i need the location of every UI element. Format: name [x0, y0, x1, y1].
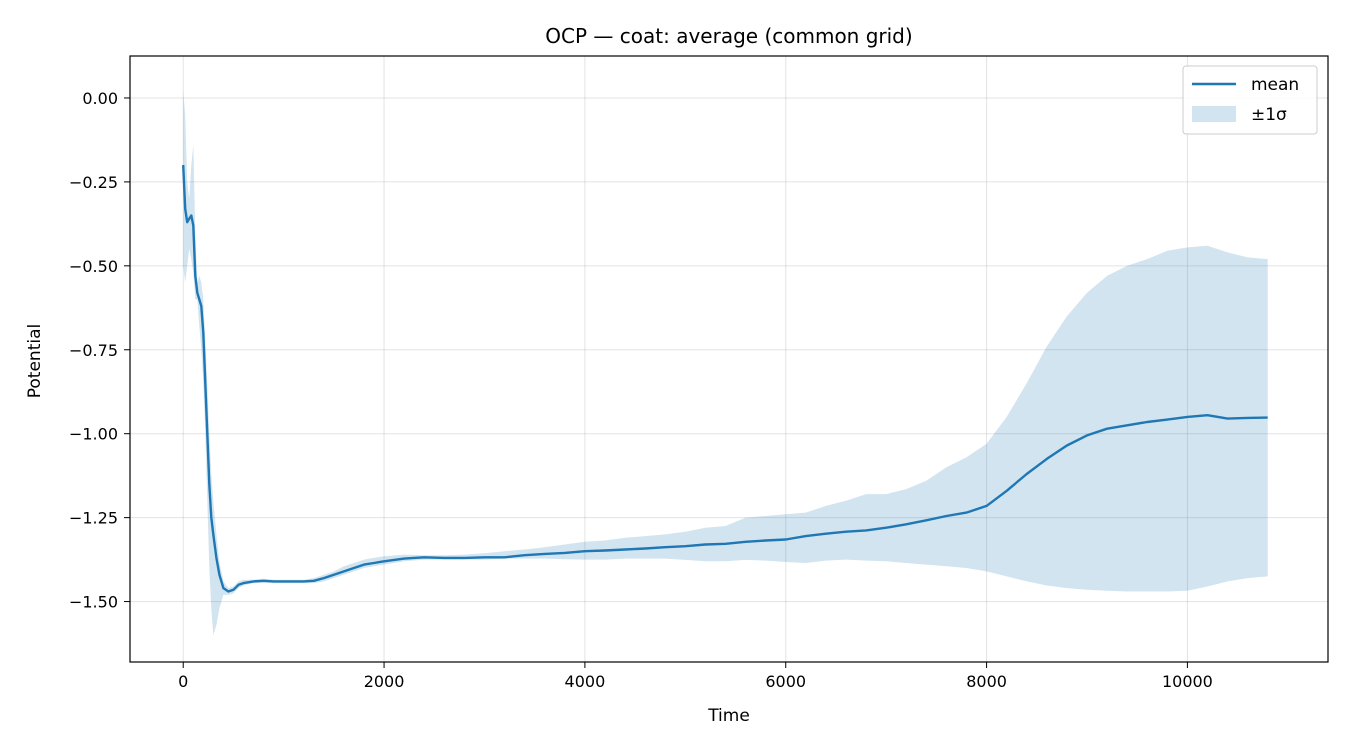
- legend: mean ±1σ: [1182, 65, 1318, 135]
- y-tick-label: −0.75: [69, 341, 118, 360]
- x-axis-label: Time: [707, 706, 750, 726]
- legend-band-label: ±1σ: [1251, 105, 1287, 125]
- grid-lines: [130, 56, 1328, 662]
- x-tick-label: 8000: [966, 672, 1007, 691]
- mean-line: [182, 165, 1268, 593]
- y-tick-label: −1.50: [69, 593, 118, 612]
- legend-mean-label: mean: [1251, 75, 1299, 95]
- chart-title: OCP — coat: average (common grid): [545, 24, 912, 48]
- y-tick-label: 0.00: [82, 89, 118, 108]
- x-axis-ticks: 0 2000 4000 6000 8000 10000: [178, 662, 1213, 691]
- y-axis-label: Potential: [25, 324, 45, 398]
- x-tick-label: 2000: [364, 672, 405, 691]
- line-layer: [182, 165, 1268, 593]
- x-tick-label: 6000: [765, 672, 806, 691]
- y-tick-label: −0.25: [69, 173, 118, 192]
- y-tick-label: −0.50: [69, 257, 118, 276]
- x-tick-label: 4000: [565, 672, 606, 691]
- plot-frame: [129, 55, 1329, 663]
- legend-band-swatch: [1192, 106, 1236, 122]
- x-tick-label: 0: [178, 672, 188, 691]
- y-tick-label: −1.25: [69, 509, 118, 528]
- y-axis-ticks: 0.00 −0.25 −0.50 −0.75 −1.00 −1.25 −1.50: [69, 89, 130, 612]
- y-tick-label: −1.00: [69, 425, 118, 444]
- x-tick-label: 10000: [1162, 672, 1213, 691]
